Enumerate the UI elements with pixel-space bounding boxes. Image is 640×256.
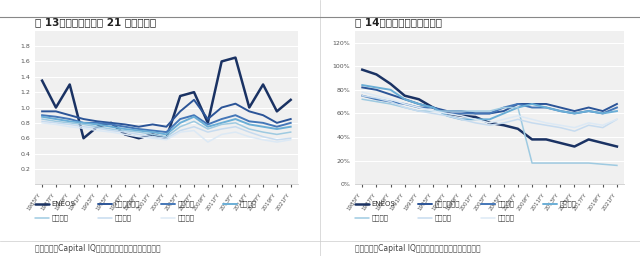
Text: 三菱化学: 三菱化学 <box>372 214 389 221</box>
Text: 东丽工业: 东丽工业 <box>497 200 515 207</box>
Text: 信越化工: 信越化工 <box>435 214 452 221</box>
Text: 三井化学: 三井化学 <box>240 200 257 207</box>
Text: 信越化工: 信越化工 <box>115 214 132 221</box>
Text: 三井化学: 三井化学 <box>560 200 577 207</box>
Text: ENEOS: ENEOS <box>52 200 76 207</box>
Text: 三菱化学: 三菱化学 <box>52 214 69 221</box>
Text: 住友金属矿山: 住友金属矿山 <box>435 200 460 207</box>
Text: 数据来源：Capital IQ、企业公告、国泰君安证券研究: 数据来源：Capital IQ、企业公告、国泰君安证券研究 <box>355 244 481 253</box>
Text: 住友化学: 住友化学 <box>497 214 515 221</box>
Text: 图 14：资本杠杆率持续下降: 图 14：资本杠杆率持续下降 <box>355 17 442 27</box>
Text: 东丽工业: 东丽工业 <box>177 200 195 207</box>
Text: 住友化学: 住友化学 <box>177 214 195 221</box>
Text: 数据来源：Capital IQ、企业公告、国泰君安证券研究: 数据来源：Capital IQ、企业公告、国泰君安证券研究 <box>35 244 161 253</box>
Text: ENEOS: ENEOS <box>372 200 396 207</box>
Text: 住友金属矿山: 住友金属矿山 <box>115 200 140 207</box>
Text: 图 13：资产周转率自 21 世纪起分化: 图 13：资产周转率自 21 世纪起分化 <box>35 17 156 27</box>
